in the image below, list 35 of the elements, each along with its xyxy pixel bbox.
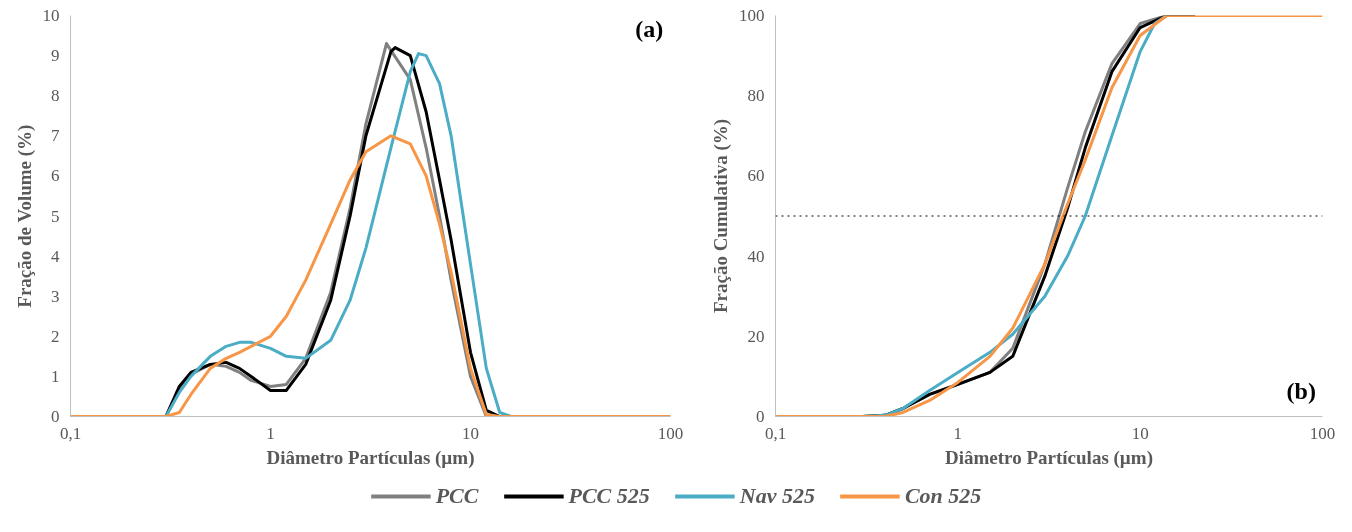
y-tick-label: 4 [51,246,60,266]
y-tick-label: 9 [51,46,60,66]
y-tick-label: 1 [51,366,60,386]
y-axis-title: Fração Cumulativa (%) [710,118,732,314]
y-tick-label: 7 [51,126,60,146]
x-tick-label: 10 [462,423,479,443]
legend-label: PCC [435,483,479,509]
x-tick-label: 100 [1309,423,1336,443]
y-tick-label: 80 [747,86,765,106]
x-tick-label: 100 [657,423,684,443]
y-tick-label: 20 [747,326,765,346]
x-tick-label: 0,1 [764,423,787,443]
x-tick-label: 10 [1131,423,1149,443]
y-tick-label: 40 [747,246,765,266]
y-tick-label: 10 [42,6,60,25]
y-tick-label: 8 [51,86,60,106]
x-tick-label: 1 [953,423,963,443]
legend-label: Nav 525 [739,483,815,509]
y-tick-label: 60 [747,166,765,186]
y-tick-label: 5 [51,206,60,226]
y-tick-label: 0 [51,407,60,426]
x-axis-title: Diâmetro Partículas (µm) [266,446,475,469]
y-axis-title: Fração de Volume (%) [13,124,36,308]
x-axis-title: Diâmetro Partículas (µm) [945,446,1153,469]
y-tick-label: 100 [739,6,765,25]
y-tick-label: 6 [51,166,60,186]
legend-label: PCC 525 [568,483,650,509]
x-tick-label: 1 [266,423,275,443]
annotation: (a) [635,15,664,42]
annotation: (b) [1286,378,1316,405]
y-tick-label: 2 [51,326,60,346]
x-tick-label: 0,1 [59,423,82,443]
legend-label: Con 525 [904,483,982,509]
y-tick-label: 3 [51,286,60,306]
y-tick-label: 0 [756,407,765,426]
